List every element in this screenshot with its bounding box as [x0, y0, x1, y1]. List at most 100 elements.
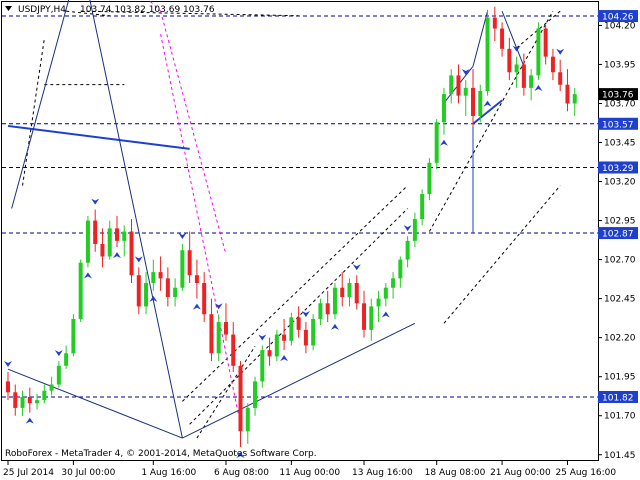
candle-body [274, 334, 279, 357]
candle-body [572, 94, 577, 104]
candle-body [282, 334, 287, 341]
y-tick-label: 102.95 [604, 217, 636, 227]
candle-body [151, 272, 156, 284]
fractal-arrow-icon [280, 355, 289, 362]
fractal-arrow-icon [25, 417, 34, 424]
fractal-arrow-icon [330, 323, 339, 330]
footer-copyright: RoboForex - MetaTrader 4, © 2001-2014, M… [5, 449, 317, 459]
candle-body [245, 407, 250, 432]
candle-body [78, 262, 83, 319]
x-tick-label: 21 Aug 00:00 [490, 468, 551, 478]
trend-line [182, 322, 416, 439]
magenta-channel-line [148, 0, 161, 12]
y-tick-label: 102.70 [604, 256, 636, 266]
dotted-channel-line [443, 185, 561, 324]
candle-body [13, 392, 18, 408]
candle-body [93, 220, 98, 244]
y-tick-label: 103.20 [604, 178, 636, 188]
candle-body [405, 240, 410, 260]
candle-body [434, 122, 439, 163]
price-tag-label: 104.26 [602, 13, 634, 23]
candle-body [521, 64, 526, 88]
trend-line [472, 11, 489, 67]
candle-body [536, 28, 541, 76]
candle-body [238, 365, 243, 432]
y-tick-label: 102.45 [604, 295, 636, 305]
candle-body [485, 17, 490, 91]
candle-body [318, 303, 323, 319]
dotted-channel-line [182, 185, 408, 402]
fractal-arrow-icon [556, 48, 565, 55]
fractal-arrow-icon [483, 100, 492, 107]
candle-body [362, 303, 367, 330]
price-tag-label: 102.87 [602, 230, 634, 240]
candle-body [223, 322, 228, 335]
y-tick-label: 101.70 [604, 412, 636, 422]
fractal-arrow-icon [512, 45, 521, 52]
price-tag-label: 103.76 [602, 91, 634, 101]
candle-body [20, 396, 25, 408]
trend-line [89, 0, 183, 439]
x-tick-label: 1 Aug 16:00 [141, 468, 196, 478]
fractal-arrow-icon [381, 311, 390, 318]
y-tick-label: 104.20 [604, 21, 636, 31]
candle-body [550, 56, 555, 73]
candle-body [122, 231, 127, 241]
x-tick-label: 11 Aug 00:00 [279, 468, 340, 478]
candle-body [441, 94, 446, 123]
trend-line [7, 368, 183, 439]
x-tick-label: 30 Jul 00:00 [61, 468, 115, 478]
fractal-arrow-icon [352, 264, 361, 271]
price-tag [598, 227, 638, 240]
candle-body [6, 381, 10, 393]
candle-body [180, 250, 185, 288]
candle-body [49, 384, 54, 391]
candle-body [332, 287, 337, 315]
fractal-arrow-icon [54, 350, 63, 357]
candle-body [507, 48, 512, 73]
magenta-channel-line [160, 34, 241, 425]
trend-line [7, 124, 190, 150]
dotted-channel-line [80, 10, 299, 17]
candle-body [398, 259, 403, 279]
dotted-channel-line [196, 345, 256, 439]
y-tick-label: 103.70 [604, 99, 636, 109]
price-tag [598, 117, 638, 130]
candle-body [100, 243, 105, 257]
fractal-arrow-icon [258, 334, 267, 341]
candle-body [42, 390, 47, 401]
candle-body [71, 318, 76, 354]
candle-body [64, 353, 69, 366]
x-tick-label: 6 Aug 08:00 [214, 468, 269, 478]
fractal-arrow-icon [112, 252, 121, 259]
y-tick-label: 103.95 [604, 60, 636, 70]
candle-body [391, 278, 396, 288]
candle-body [187, 250, 192, 276]
price-tag-label: 103.57 [602, 120, 634, 130]
candle-body [56, 365, 61, 385]
chart-header-ohlc: 103.74 103.82 103.69 103.76 [80, 5, 215, 15]
fractal-arrow-icon [301, 311, 310, 318]
candle-body [478, 90, 483, 116]
candle-body [253, 381, 258, 408]
candle-body [558, 72, 563, 85]
candle-body [514, 64, 519, 73]
candle-body [420, 194, 425, 220]
fractal-arrow-icon [214, 303, 223, 310]
candle-body [500, 28, 505, 49]
candle-body [449, 75, 454, 95]
window-dropdown-icon[interactable] [5, 6, 12, 11]
candle-body [471, 87, 476, 116]
candle-body [412, 219, 417, 241]
candle-body [202, 283, 207, 315]
candle-body [311, 318, 316, 346]
candle-body [260, 350, 265, 382]
candle-body [194, 275, 199, 284]
candle-body [129, 231, 134, 276]
y-tick-label: 102.20 [604, 334, 636, 344]
price-tag-label: 101.82 [602, 393, 634, 403]
fractal-arrow-icon [4, 361, 12, 368]
candle-body [354, 283, 359, 304]
